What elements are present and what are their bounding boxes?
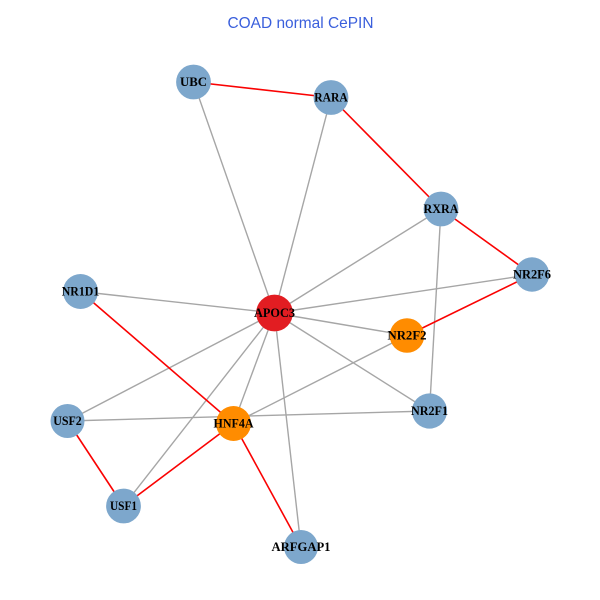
svg-text:USF2: USF2: [53, 413, 82, 428]
svg-text:APOC3: APOC3: [254, 305, 295, 320]
svg-text:HNF4A: HNF4A: [214, 416, 255, 431]
svg-text:COAD normal CePIN: COAD normal CePIN: [228, 15, 374, 32]
svg-text:USF1: USF1: [110, 498, 137, 513]
svg-text:RXRA: RXRA: [424, 201, 460, 216]
svg-text:NR2F1: NR2F1: [411, 403, 448, 418]
svg-text:NR2F6: NR2F6: [513, 267, 551, 282]
svg-text:NR1D1: NR1D1: [62, 284, 100, 299]
svg-text:UBC: UBC: [180, 74, 207, 89]
svg-text:ARFGAP1: ARFGAP1: [272, 539, 331, 554]
svg-text:NR2F2: NR2F2: [388, 328, 427, 343]
svg-text:RARA: RARA: [314, 90, 348, 105]
